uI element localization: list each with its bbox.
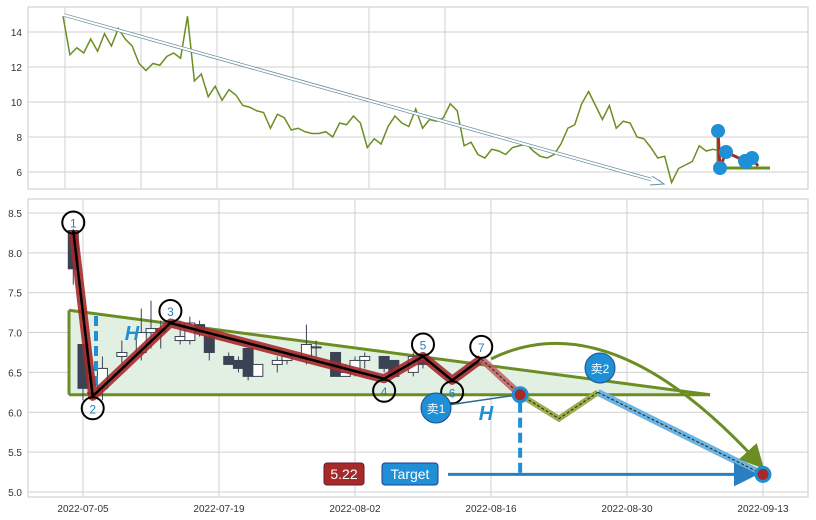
trend-arrow <box>63 14 661 183</box>
pivot-label: 4 <box>381 385 388 399</box>
target-badge <box>381 462 439 486</box>
candle-body <box>271 359 283 365</box>
target-value: 5.22 <box>330 466 357 482</box>
mini-pivot-marker <box>713 161 727 175</box>
breakdown-dash <box>480 358 521 396</box>
candle-body <box>252 363 264 377</box>
sell-label: 卖1 <box>427 402 446 416</box>
target-label: Target <box>391 466 430 482</box>
pivot-circle <box>61 210 86 235</box>
y-tick-label: 8.5 <box>8 209 22 220</box>
y-tick-label: 6.5 <box>8 368 22 379</box>
pivot-label: 2 <box>89 402 96 416</box>
pivot-circle <box>158 298 183 323</box>
y-tick-label: 8.0 <box>8 249 22 260</box>
target-marker <box>754 465 772 483</box>
pivot-circle <box>80 396 105 421</box>
y-tick-label: 6.0 <box>8 408 22 419</box>
candle-body <box>203 336 215 353</box>
pullback-segment <box>518 389 600 423</box>
pivot-label: 3 <box>167 305 174 319</box>
y-tick-label: 5.0 <box>8 488 22 499</box>
sell-label: 卖2 <box>591 362 610 376</box>
height-projection-label: H <box>479 403 494 425</box>
trend-arrow-head <box>649 175 666 186</box>
pivot-label: 5 <box>420 338 427 352</box>
sell1-pointer <box>447 394 513 406</box>
candle-body <box>232 359 244 369</box>
sell-marker <box>584 352 616 384</box>
top-y-tick-label: 14 <box>11 28 23 39</box>
pullback-dash <box>519 391 599 420</box>
pivot-label: 6 <box>449 386 456 400</box>
pivot-label: 7 <box>478 341 485 355</box>
pivot-circle <box>372 378 397 403</box>
candle-body <box>223 355 235 365</box>
top-y-tick-label: 6 <box>16 168 22 179</box>
mini-pivot-marker <box>739 155 753 169</box>
x-tick-label: 2022-07-05 <box>57 504 109 515</box>
mini-pivot-marker <box>711 124 725 138</box>
pivot-circle <box>440 380 465 405</box>
x-tick-label: 2022-07-19 <box>193 504 245 515</box>
x-tick-label: 2022-09-13 <box>737 504 789 515</box>
top-y-tick-label: 10 <box>11 98 23 109</box>
pivot-circle <box>469 334 494 359</box>
x-tick-label: 2022-08-02 <box>329 504 381 515</box>
projection-arc <box>490 341 765 469</box>
breakout-marker <box>511 386 529 404</box>
sell-marker <box>420 392 452 424</box>
top-price-line <box>62 16 721 185</box>
y-tick-label: 7.5 <box>8 289 22 300</box>
top-y-tick-label: 12 <box>11 63 23 74</box>
mini-pivot-marker <box>719 145 733 159</box>
top-panel-frame <box>27 6 809 190</box>
target-dash <box>597 391 764 475</box>
x-tick-label: 2022-08-16 <box>465 504 517 515</box>
target-value-badge <box>323 462 365 486</box>
candle-body <box>174 336 186 342</box>
y-tick-label: 7.0 <box>8 329 22 340</box>
pivot-circle <box>410 332 435 357</box>
candle-body <box>242 347 254 377</box>
y-tick-label: 5.5 <box>8 448 22 459</box>
bottom-panel-frame <box>27 198 809 498</box>
top-y-tick-label: 8 <box>16 133 22 144</box>
pivot-label: 1 <box>70 217 77 231</box>
x-tick-label: 2022-08-30 <box>601 504 653 515</box>
candle-body <box>116 351 128 357</box>
candle-body <box>378 355 390 369</box>
height-label: H <box>125 323 140 345</box>
candle-body <box>359 355 371 361</box>
candle-body <box>310 346 322 349</box>
